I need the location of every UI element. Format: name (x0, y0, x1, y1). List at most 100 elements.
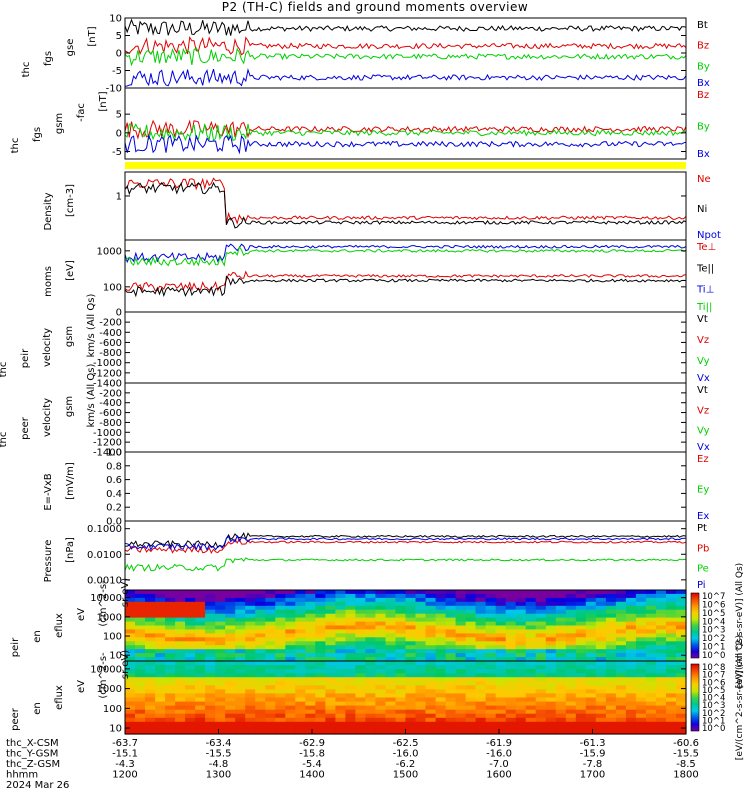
spectrogram-cell (145, 653, 156, 658)
spectrogram-cell (655, 609, 667, 615)
spectrogram-cell (676, 637, 687, 642)
spectrogram-cell (345, 590, 356, 595)
spectrogram-cell (485, 625, 497, 630)
spectrogram-cell (155, 657, 166, 662)
spectrogram-cell (145, 609, 156, 615)
spectrogram-cell (275, 681, 286, 686)
spectrogram-cell (135, 689, 146, 695)
spectrogram-cell (555, 673, 567, 678)
spectrogram-cell (215, 657, 226, 662)
spectrogram-cell (225, 637, 236, 642)
spectrogram-cell (365, 729, 376, 735)
spectrogram-cell (505, 677, 517, 682)
spectrogram-cell (415, 637, 427, 642)
colorbar-tick: 10^4 (702, 694, 725, 704)
spectrogram-cell (255, 617, 266, 623)
spectrogram-cell (385, 697, 397, 703)
spectrogram-cell (515, 681, 527, 686)
spectrogram-cell (425, 669, 437, 674)
spectrogram-cell (385, 605, 397, 611)
spectrogram-cell (235, 673, 246, 678)
spectrogram-cell (235, 713, 246, 719)
spectrogram-cell (285, 677, 296, 682)
spectrogram-cell (365, 673, 376, 678)
spectrogram-cell (545, 725, 557, 731)
spectrogram-cell (325, 590, 336, 595)
spectrogram-cell (435, 697, 447, 703)
spectrogram-cell (155, 625, 166, 630)
spectrogram-cell (395, 689, 407, 695)
spectrogram-cell (475, 713, 487, 719)
spectrogram-cell (455, 721, 467, 727)
spectrogram-cell (265, 593, 276, 599)
spectrogram-cell (645, 677, 657, 682)
spectrogram-cell (335, 717, 346, 723)
spectrogram-cell (635, 625, 647, 630)
spectrogram-cell (285, 597, 296, 603)
time-row-value: -63.4 (206, 738, 232, 749)
spectrogram-cell (585, 645, 597, 650)
spectrogram-cell (666, 693, 677, 699)
spectrogram-cell (525, 629, 537, 634)
spectrogram-cell (425, 681, 437, 686)
y-axis-label-line: Density (43, 192, 54, 230)
spectrogram-cell (455, 701, 467, 707)
spectrogram-cell (255, 685, 266, 690)
spectrogram-cell (215, 653, 226, 658)
spectrogram-cell (465, 590, 477, 595)
spectrogram-cell (565, 641, 577, 646)
spectrogram-cell (435, 633, 447, 638)
spectrogram-cell (265, 697, 276, 703)
spectrogram-cell (666, 681, 677, 686)
spectrogram-cell (275, 701, 286, 707)
spectrogram-cell (235, 697, 246, 703)
spectrogram-cell (585, 597, 597, 603)
spectrogram-cell (575, 637, 587, 642)
spectrogram-cell (245, 657, 256, 662)
spectrogram-cell (125, 665, 136, 670)
spectrogram-cell (385, 693, 397, 699)
spectrogram-cell (425, 725, 437, 731)
spectrogram-cell (315, 721, 326, 727)
spectrogram-cell (365, 653, 376, 658)
spectrogram-cell (475, 625, 487, 630)
spectrogram-cell (355, 693, 366, 699)
spectrogram-cell (165, 653, 176, 658)
spectrogram-cell (385, 637, 397, 642)
spectrogram-cell (485, 621, 497, 627)
spectrogram-cell (385, 653, 397, 658)
spectrogram-cell (535, 613, 547, 619)
spectrogram-cell (655, 665, 667, 670)
spectrogram-cell (495, 657, 507, 662)
spectrogram-cell (455, 681, 467, 686)
spectrogram-cell (545, 673, 557, 678)
spectrogram-cell (415, 713, 427, 719)
series-line (124, 35, 687, 56)
spectrogram-cell (195, 617, 206, 623)
spectrogram-cell (555, 645, 567, 650)
spectrogram-cell (375, 641, 386, 646)
spectrogram-cell (485, 681, 497, 686)
spectrogram-cell (245, 613, 256, 619)
spectrogram-cell (245, 669, 256, 674)
spectrogram-cell (275, 613, 286, 619)
spectrogram-cell (375, 621, 386, 627)
y-tick-label: 0.2 (106, 503, 122, 514)
colorbar-tick: 10^3 (702, 701, 725, 711)
spectrogram-cell (505, 721, 517, 727)
spectrogram-cell (645, 717, 657, 723)
spectrogram-cell (135, 653, 146, 658)
spectrogram-cell (275, 661, 286, 666)
spectrogram-cell (145, 673, 156, 678)
time-row-value: 1300 (206, 770, 231, 781)
y-tick-label: -400 (99, 398, 122, 409)
spectrogram-cell (625, 637, 637, 642)
spectrogram-cell (605, 629, 617, 634)
spectrogram-cell (145, 590, 156, 595)
spectrogram-cell (525, 665, 537, 670)
spectrogram-cell (475, 653, 487, 658)
y-tick-label: 100 (103, 282, 122, 293)
spectrogram-cell (425, 673, 437, 678)
spectrogram-cell (335, 590, 346, 595)
spectrogram-cell (425, 657, 437, 662)
